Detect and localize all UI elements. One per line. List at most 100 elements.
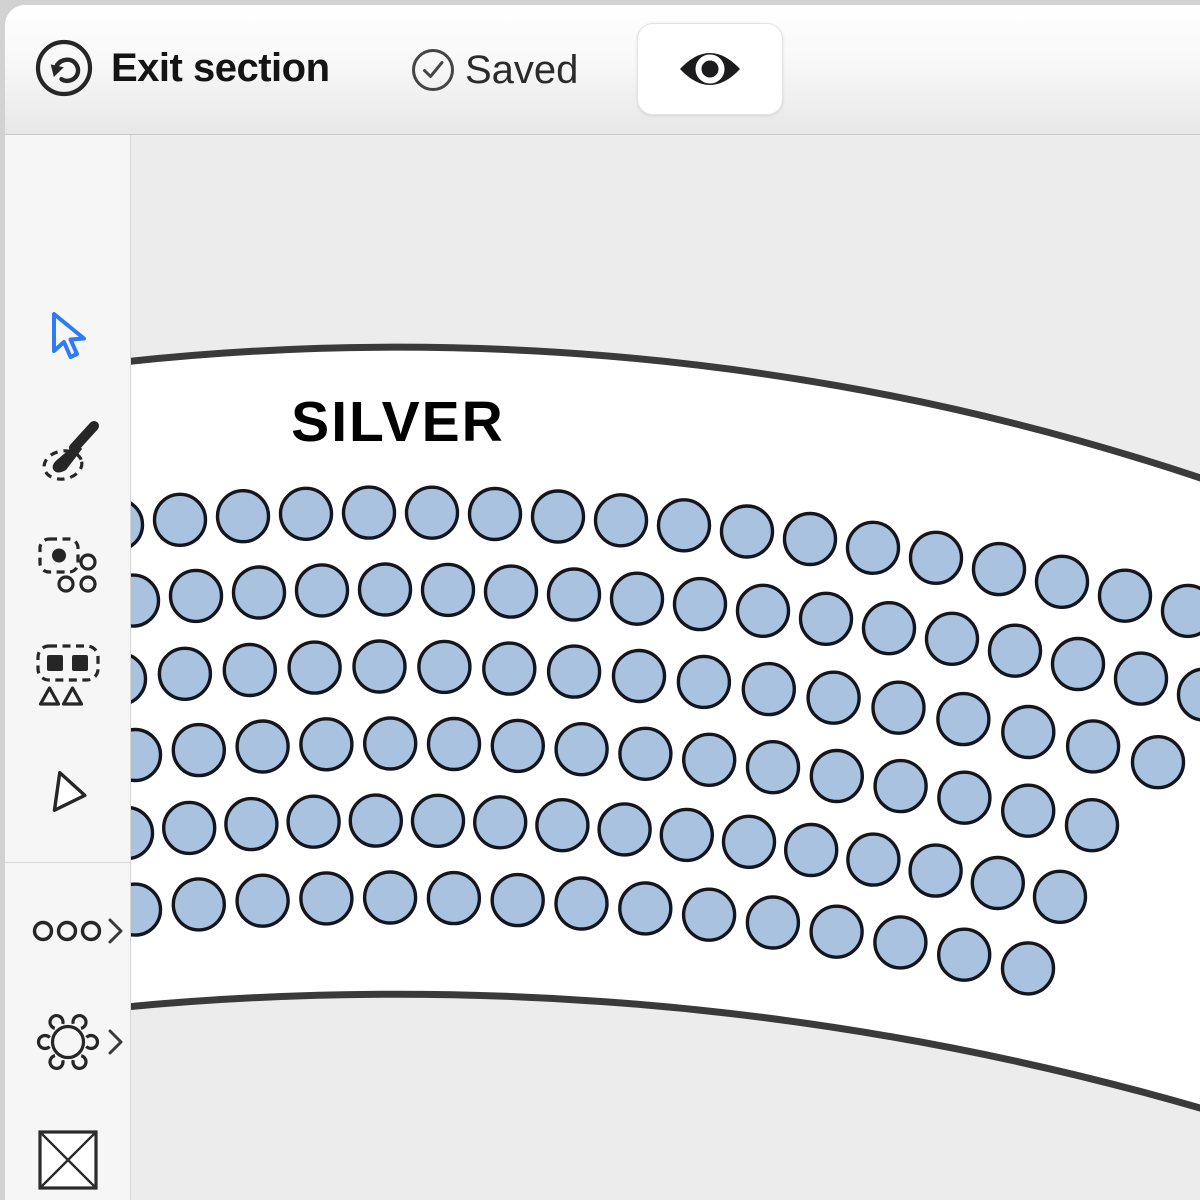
seat[interactable]: [873, 915, 928, 970]
seat[interactable]: [937, 770, 992, 825]
seat[interactable]: [609, 571, 665, 626]
seat[interactable]: [971, 541, 1027, 597]
seat[interactable]: [168, 568, 224, 624]
seat[interactable]: [1000, 941, 1056, 996]
tool-lasso-brush[interactable]: [5, 410, 130, 490]
seat[interactable]: [1001, 704, 1056, 760]
seat[interactable]: [473, 795, 528, 850]
tool-select[interactable]: [5, 298, 130, 378]
seat[interactable]: [1034, 554, 1090, 609]
tool-table[interactable]: [5, 1002, 130, 1082]
seat[interactable]: [871, 680, 926, 735]
seat[interactable]: [490, 872, 545, 928]
tool-pointer[interactable]: [5, 756, 130, 836]
seat[interactable]: [420, 562, 476, 618]
seat[interactable]: [924, 611, 980, 666]
seat[interactable]: [936, 691, 991, 747]
seat[interactable]: [161, 800, 217, 856]
seat[interactable]: [908, 530, 964, 585]
seat[interactable]: [681, 887, 737, 942]
seat[interactable]: [490, 718, 545, 774]
seat[interactable]: [222, 642, 278, 698]
seat[interactable]: [483, 564, 539, 619]
seat[interactable]: [597, 802, 652, 857]
seat[interactable]: [467, 486, 523, 542]
seat[interactable]: [845, 520, 901, 575]
seat[interactable]: [235, 719, 290, 774]
seat[interactable]: [682, 732, 737, 787]
seat[interactable]: [809, 904, 864, 959]
seatmap-canvas[interactable]: SILVER: [5, 5, 1200, 1200]
seat[interactable]: [987, 623, 1043, 678]
seat[interactable]: [1176, 667, 1200, 722]
seat[interactable]: [152, 492, 208, 547]
seat[interactable]: [482, 641, 537, 696]
seat[interactable]: [1160, 583, 1200, 639]
seat[interactable]: [676, 654, 732, 710]
seat[interactable]: [1050, 636, 1106, 692]
seat[interactable]: [618, 881, 673, 936]
exit-section-button[interactable]: Exit section: [35, 39, 330, 97]
seat[interactable]: [362, 870, 418, 925]
seat[interactable]: [735, 583, 791, 638]
tool-select-rows-tables[interactable]: [5, 635, 130, 715]
seat[interactable]: [348, 793, 403, 848]
seat[interactable]: [224, 796, 279, 852]
seat[interactable]: [299, 717, 354, 772]
seat[interactable]: [235, 873, 290, 928]
seat[interactable]: [171, 877, 227, 932]
seat[interactable]: [1032, 869, 1088, 924]
seat[interactable]: [873, 758, 928, 814]
seat[interactable]: [171, 722, 227, 778]
seat[interactable]: [417, 639, 472, 695]
seat[interactable]: [530, 489, 586, 544]
seat[interactable]: [908, 843, 963, 898]
section-label[interactable]: SILVER: [291, 390, 505, 454]
seat[interactable]: [809, 748, 864, 804]
seat[interactable]: [287, 640, 342, 695]
seat[interactable]: [741, 661, 796, 717]
seat[interactable]: [1065, 719, 1121, 774]
seat[interactable]: [357, 562, 413, 617]
seat[interactable]: [721, 814, 777, 869]
seat[interactable]: [782, 511, 838, 567]
tool-shape[interactable]: [5, 1120, 130, 1200]
seat[interactable]: [215, 489, 271, 544]
seat[interactable]: [404, 485, 460, 540]
seat[interactable]: [745, 895, 801, 950]
seat[interactable]: [426, 870, 482, 926]
seat[interactable]: [745, 740, 801, 795]
seat[interactable]: [656, 498, 712, 553]
seat[interactable]: [846, 832, 901, 887]
tool-select-seats[interactable]: [5, 525, 130, 605]
seat[interactable]: [535, 798, 590, 853]
seat[interactable]: [352, 639, 407, 694]
seat[interactable]: [363, 716, 418, 771]
tool-row[interactable]: [5, 891, 130, 971]
seat[interactable]: [806, 670, 861, 725]
preview-button[interactable]: [637, 23, 783, 115]
seat[interactable]: [231, 565, 287, 620]
seat[interactable]: [1000, 783, 1056, 838]
seat[interactable]: [341, 485, 397, 540]
seat[interactable]: [970, 855, 1025, 911]
seat[interactable]: [593, 493, 649, 548]
seat[interactable]: [299, 871, 354, 926]
seat[interactable]: [611, 648, 667, 704]
seat[interactable]: [798, 591, 854, 646]
seat[interactable]: [784, 822, 839, 878]
seat[interactable]: [278, 486, 334, 541]
seat[interactable]: [294, 563, 350, 618]
seat[interactable]: [1064, 798, 1120, 853]
seat[interactable]: [861, 601, 917, 656]
seat[interactable]: [937, 927, 992, 982]
seat[interactable]: [659, 807, 714, 863]
seat[interactable]: [554, 722, 609, 777]
seat[interactable]: [672, 576, 728, 632]
seat[interactable]: [719, 504, 775, 559]
seat[interactable]: [1113, 651, 1169, 706]
seat[interactable]: [1130, 735, 1186, 790]
seat[interactable]: [546, 644, 602, 699]
seat[interactable]: [554, 876, 609, 931]
seat[interactable]: [546, 567, 602, 622]
